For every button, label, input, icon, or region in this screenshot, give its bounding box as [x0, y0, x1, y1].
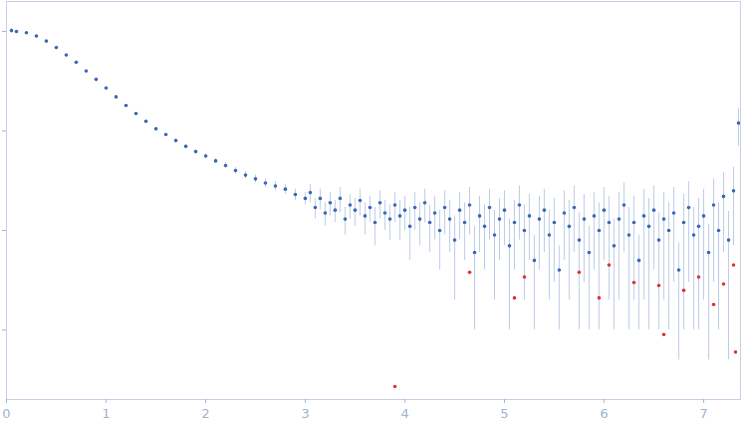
svg-text:7: 7: [700, 406, 708, 421]
svg-text:5: 5: [500, 406, 508, 421]
svg-text:1: 1: [102, 406, 110, 421]
svg-text:2: 2: [202, 406, 210, 421]
svg-text:3: 3: [301, 406, 309, 421]
svg-text:4: 4: [401, 406, 409, 421]
svg-text:6: 6: [600, 406, 608, 421]
svg-text:0: 0: [2, 406, 10, 421]
